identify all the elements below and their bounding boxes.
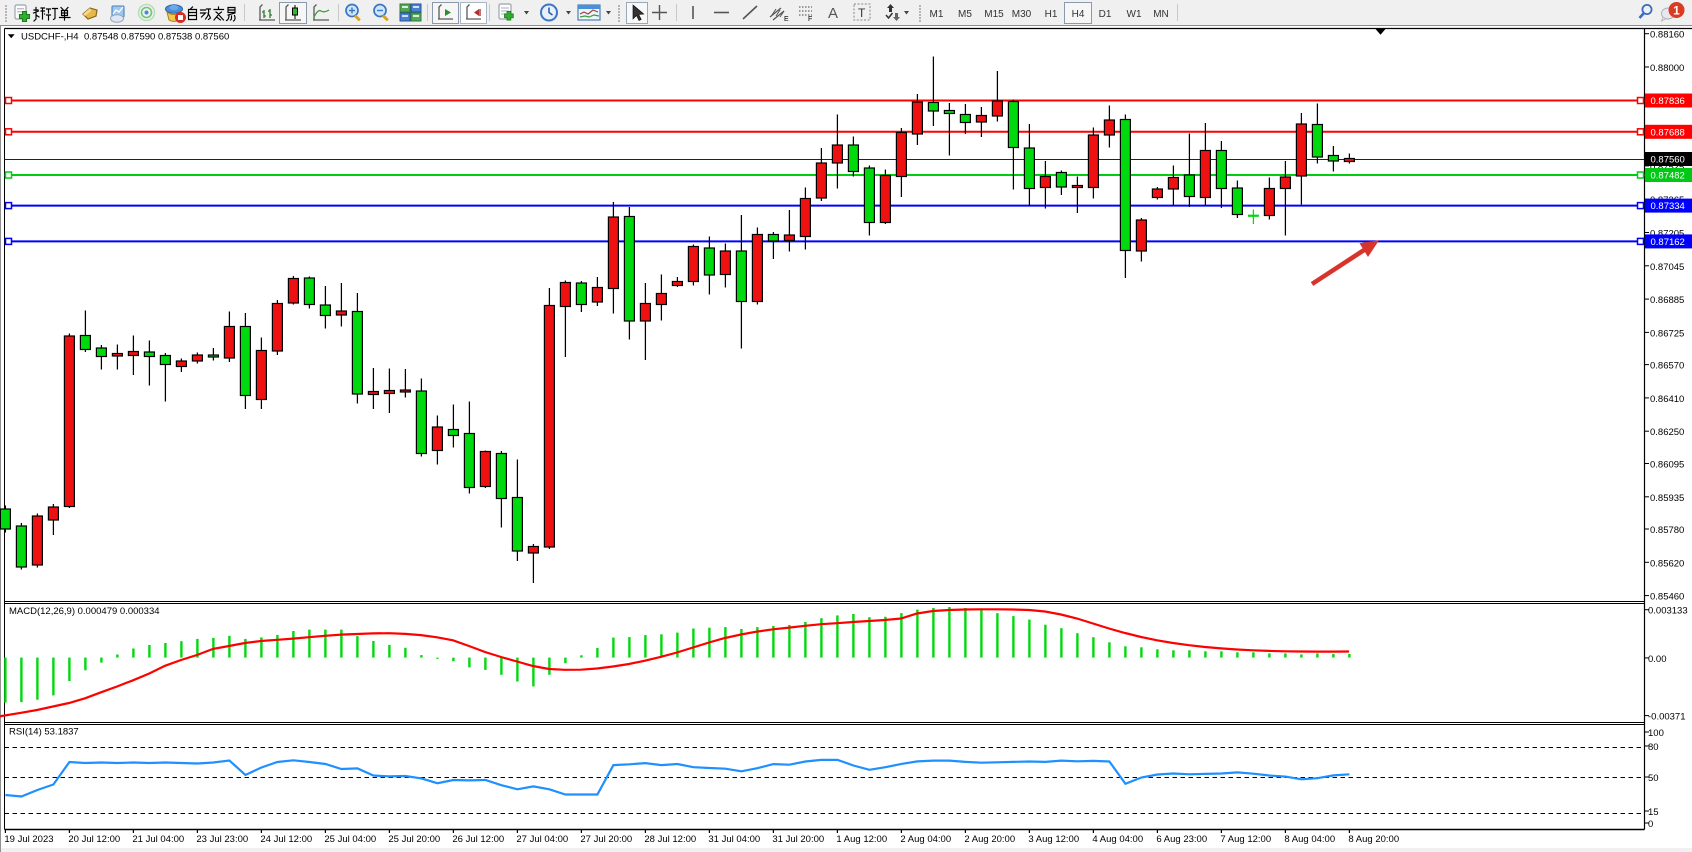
svg-text:MN: MN [1153,9,1169,20]
svg-text:0.87560: 0.87560 [1651,155,1685,166]
svg-text:M1: M1 [930,9,944,20]
svg-text:31 Jul 04:00: 31 Jul 04:00 [708,834,760,845]
svg-text:0.85620: 0.85620 [1650,558,1684,569]
svg-text:-0.00371: -0.00371 [1648,712,1686,723]
svg-text:0.00: 0.00 [1648,654,1667,665]
svg-text:25 Jul 04:00: 25 Jul 04:00 [324,834,376,845]
svg-text:80: 80 [1648,742,1659,753]
svg-text:0.87525: 0.87525 [1650,162,1684,173]
svg-text:26 Jul 12:00: 26 Jul 12:00 [452,834,504,845]
svg-text:W1: W1 [1127,9,1142,20]
svg-text:2 Aug 04:00: 2 Aug 04:00 [900,834,951,845]
svg-text:28 Jul 12:00: 28 Jul 12:00 [644,834,696,845]
svg-text:1 Aug 12:00: 1 Aug 12:00 [836,834,887,845]
svg-text:0.003133: 0.003133 [1648,606,1688,617]
svg-text:3 Aug 12:00: 3 Aug 12:00 [1028,834,1079,845]
svg-text:31 Jul 20:00: 31 Jul 20:00 [772,834,824,845]
svg-text:6 Aug 23:00: 6 Aug 23:00 [1156,834,1207,845]
svg-text:100: 100 [1648,728,1664,739]
svg-text:0.85460: 0.85460 [1650,592,1684,603]
svg-text:M5: M5 [958,9,972,20]
svg-text:2 Aug 20:00: 2 Aug 20:00 [964,834,1015,845]
svg-text:0.87334: 0.87334 [1651,201,1685,212]
svg-text:F: F [808,16,812,23]
svg-text:0: 0 [1648,819,1653,830]
svg-text:E: E [784,16,789,23]
svg-text:M15: M15 [984,9,1004,20]
svg-text:4 Aug 04:00: 4 Aug 04:00 [1092,834,1143,845]
svg-text:A: A [828,5,838,22]
svg-text:27 Jul 04:00: 27 Jul 04:00 [516,834,568,845]
svg-text:15: 15 [1648,807,1659,818]
svg-text:0.87162: 0.87162 [1651,237,1685,248]
svg-text:1: 1 [1673,3,1680,17]
svg-text:0.87045: 0.87045 [1650,262,1684,273]
svg-text:24 Jul 12:00: 24 Jul 12:00 [260,834,312,845]
svg-text:8 Aug 20:00: 8 Aug 20:00 [1348,834,1399,845]
svg-text:0.88000: 0.88000 [1650,63,1684,74]
svg-text:23 Jul 23:00: 23 Jul 23:00 [196,834,248,845]
svg-text:0.86095: 0.86095 [1650,460,1684,471]
svg-text:H1: H1 [1045,9,1058,20]
svg-text:8 Aug 04:00: 8 Aug 04:00 [1284,834,1335,845]
svg-text:0.86885: 0.86885 [1650,295,1684,306]
svg-text:0.87688: 0.87688 [1651,127,1685,138]
svg-text:0.86410: 0.86410 [1650,394,1684,405]
svg-text:19 Jul 2023: 19 Jul 2023 [4,834,53,845]
svg-text:USDCHF-,H4: USDCHF-,H4 [21,32,79,43]
svg-text:H4: H4 [1072,9,1085,20]
svg-text:0.87836: 0.87836 [1651,96,1685,107]
svg-text:0.87548 0.87590 0.87538 0.8756: 0.87548 0.87590 0.87538 0.87560 [84,32,229,43]
svg-text:0.87205: 0.87205 [1650,229,1684,240]
svg-text:0.85780: 0.85780 [1650,525,1684,536]
svg-text:0.88160: 0.88160 [1650,30,1684,41]
svg-text:0.86250: 0.86250 [1650,427,1684,438]
svg-text:7 Aug 12:00: 7 Aug 12:00 [1220,834,1271,845]
svg-text:20 Jul 12:00: 20 Jul 12:00 [68,834,120,845]
svg-text:0.86570: 0.86570 [1650,361,1684,372]
svg-text:MACD(12,26,9) 0.000479 0.00033: MACD(12,26,9) 0.000479 0.000334 [9,606,160,617]
svg-text:21 Jul 04:00: 21 Jul 04:00 [132,834,184,845]
svg-text:0.86725: 0.86725 [1650,328,1684,339]
svg-text:0.85935: 0.85935 [1650,493,1684,504]
svg-text:27 Jul 20:00: 27 Jul 20:00 [580,834,632,845]
svg-text:25 Jul 20:00: 25 Jul 20:00 [388,834,440,845]
svg-text:0.87482: 0.87482 [1651,171,1685,182]
svg-text:50: 50 [1648,773,1659,784]
svg-text:D1: D1 [1099,9,1112,20]
svg-text:RSI(14) 53.1837: RSI(14) 53.1837 [9,727,79,738]
svg-text:M30: M30 [1012,9,1032,20]
svg-text:T: T [858,6,866,20]
